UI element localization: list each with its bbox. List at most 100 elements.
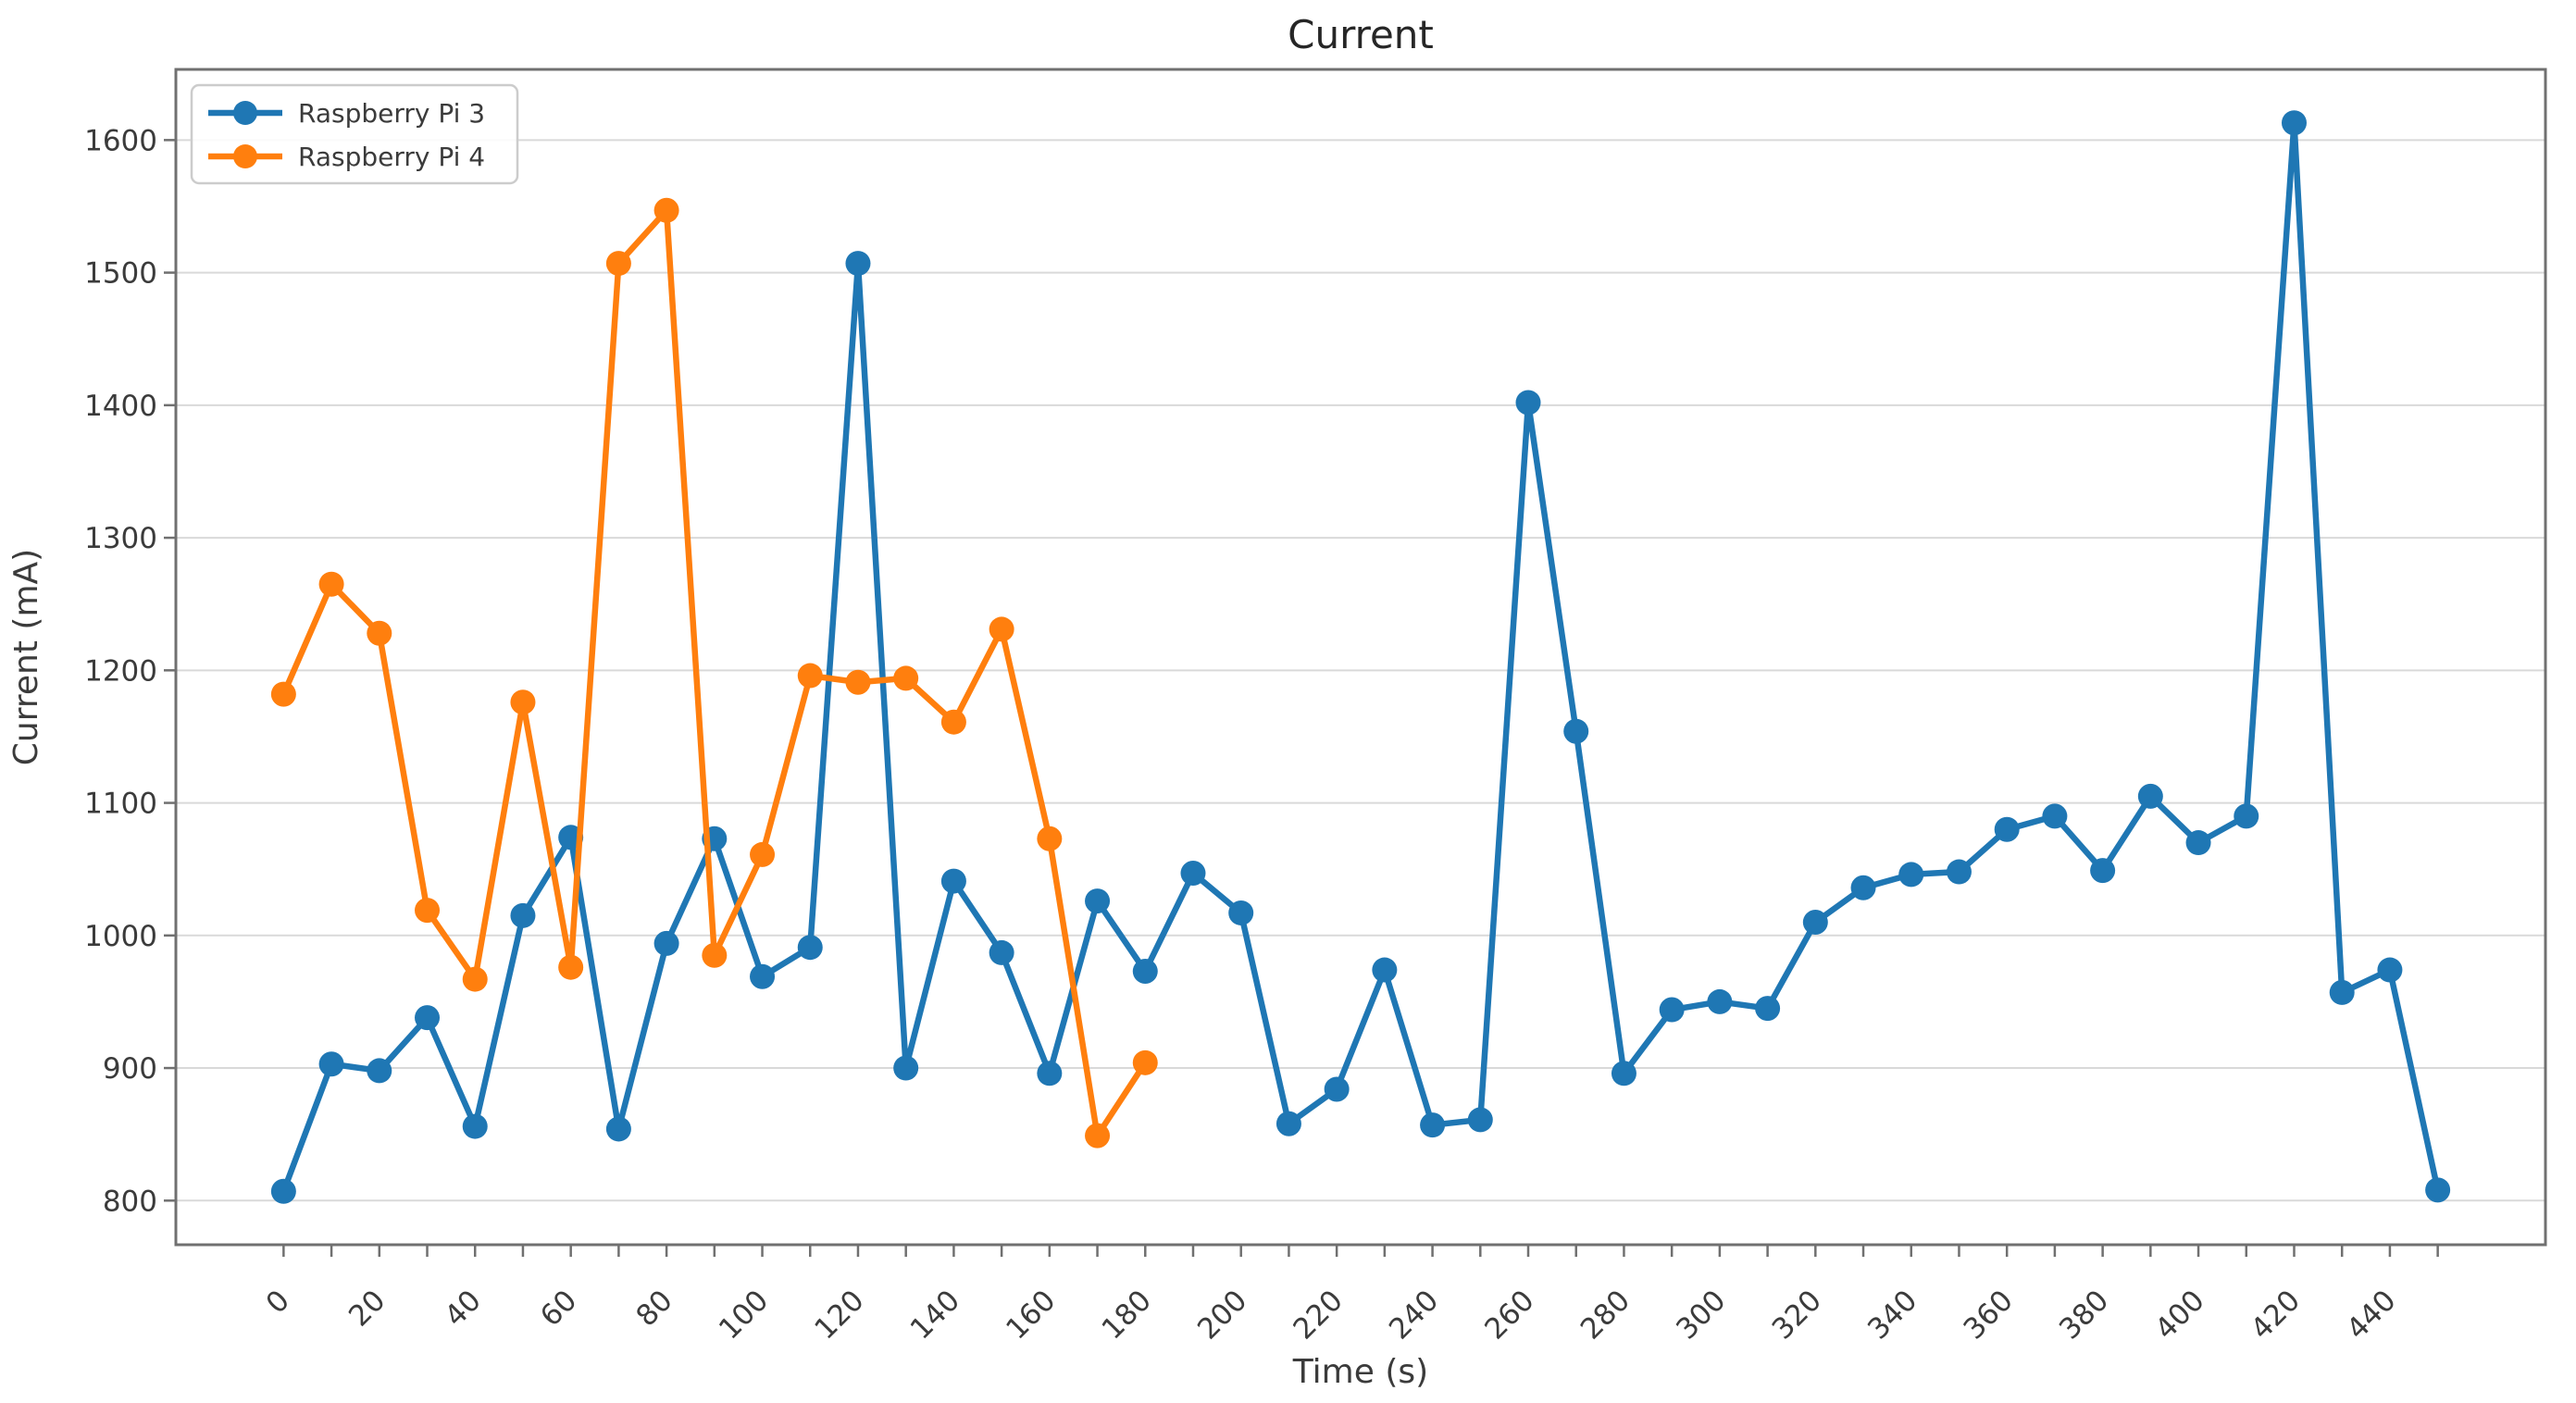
series-marker-2 xyxy=(605,251,631,277)
x-tick-label: 20 xyxy=(342,1284,392,1333)
y-tick-label: 800 xyxy=(103,1185,157,1218)
x-tick-label: 160 xyxy=(1000,1284,1062,1346)
x-tick-label: 120 xyxy=(808,1284,870,1346)
series-marker-1 xyxy=(605,1116,631,1142)
x-tick-label: 400 xyxy=(2148,1284,2210,1346)
x-tick-label: 380 xyxy=(2053,1284,2115,1346)
series-marker-1 xyxy=(797,935,823,961)
series-marker-1 xyxy=(1515,390,1541,416)
y-tick-label: 1000 xyxy=(84,920,157,953)
series-marker-1 xyxy=(1180,860,1206,886)
series-marker-1 xyxy=(510,902,536,928)
y-tick-label: 900 xyxy=(103,1052,157,1086)
x-tick-label: 320 xyxy=(1766,1284,1828,1346)
legend-marker xyxy=(233,144,257,168)
series-marker-2 xyxy=(1037,826,1063,851)
series-marker-1 xyxy=(893,1055,919,1081)
series-marker-1 xyxy=(1085,888,1111,914)
x-tick-label: 40 xyxy=(439,1284,488,1333)
series-marker-1 xyxy=(2185,830,2211,856)
legend-marker xyxy=(233,101,257,125)
x-tick-label: 180 xyxy=(1096,1284,1158,1346)
x-tick-label: 220 xyxy=(1288,1284,1350,1346)
series-marker-1 xyxy=(1707,988,1733,1014)
y-tick-label: 1400 xyxy=(84,390,157,423)
x-tick-label: 280 xyxy=(1574,1284,1636,1346)
legend-label: Raspberry Pi 3 xyxy=(298,98,485,129)
y-tick-label: 1200 xyxy=(84,654,157,688)
series-marker-1 xyxy=(1467,1107,1493,1133)
y-tick-label: 1600 xyxy=(84,124,157,157)
series-marker-2 xyxy=(510,689,536,715)
series-marker-1 xyxy=(845,251,871,277)
chart-generated-layer: 800 900 1000 1100 1200 1300 1400 1500 1600 0 20 40 6… xyxy=(84,68,2547,1346)
series-marker-1 xyxy=(367,1058,392,1084)
x-tick-label: 60 xyxy=(534,1284,583,1333)
series-marker-1 xyxy=(2329,979,2355,1005)
series-marker-1 xyxy=(2425,1177,2451,1203)
series-marker-1 xyxy=(2281,110,2307,136)
series-marker-1 xyxy=(1324,1076,1350,1102)
series-marker-1 xyxy=(2377,957,2403,983)
series-marker-2 xyxy=(940,709,966,735)
series-line-1 xyxy=(280,119,2441,1195)
x-axis-label: Time (s) xyxy=(1292,1353,1428,1391)
series-marker-1 xyxy=(318,1051,344,1077)
series-marker-1 xyxy=(270,1178,296,1204)
plot-frame xyxy=(174,68,2547,1247)
series-marker-1 xyxy=(2090,858,2116,884)
x-tick-label: 440 xyxy=(2340,1284,2402,1346)
x-tick-label: 420 xyxy=(2245,1284,2307,1346)
series-marker-1 xyxy=(1132,958,1158,984)
series-marker-1 xyxy=(1946,859,1972,885)
series-marker-2 xyxy=(1132,1049,1158,1075)
y-axis-label: Current (mA) xyxy=(7,549,45,765)
x-tick-label: 140 xyxy=(904,1284,966,1346)
series-marker-1 xyxy=(1372,957,1398,983)
series-marker-1 xyxy=(2042,803,2068,829)
series-marker-2 xyxy=(270,681,296,707)
x-tick-label: 340 xyxy=(1861,1284,1923,1346)
series-marker-2 xyxy=(702,942,728,968)
x-tick-label: 200 xyxy=(1191,1284,1253,1346)
series-marker-1 xyxy=(1037,1061,1063,1086)
series-marker-2 xyxy=(1085,1123,1111,1148)
series-marker-1 xyxy=(1898,862,1924,888)
y-tick-label: 1500 xyxy=(84,257,157,291)
series-marker-1 xyxy=(462,1113,488,1139)
chart-title: Current xyxy=(1288,12,1434,57)
x-tick-label: 260 xyxy=(1478,1284,1540,1346)
series-marker-1 xyxy=(1228,900,1254,925)
series-marker-2 xyxy=(653,197,679,223)
series-marker-1 xyxy=(2137,783,2163,809)
x-tick-label: 240 xyxy=(1383,1284,1445,1346)
series-marker-1 xyxy=(1420,1112,1446,1138)
x-tick-label: 360 xyxy=(1958,1284,2020,1346)
series-marker-1 xyxy=(1276,1111,1301,1136)
x-tick-label: 80 xyxy=(629,1284,678,1333)
series-marker-1 xyxy=(1755,996,1781,1022)
series-marker-1 xyxy=(2234,803,2259,829)
legend-label: Raspberry Pi 4 xyxy=(298,142,485,172)
series-marker-2 xyxy=(989,616,1014,642)
series-marker-2 xyxy=(750,841,776,867)
series-marker-2 xyxy=(462,966,488,992)
series-marker-2 xyxy=(318,571,344,597)
y-tick-label: 1300 xyxy=(84,522,157,555)
series-marker-1 xyxy=(415,1005,441,1031)
series-marker-1 xyxy=(1563,718,1589,744)
series-marker-2 xyxy=(893,665,919,691)
series-marker-1 xyxy=(940,868,966,894)
series-marker-1 xyxy=(1850,875,1876,900)
series-marker-1 xyxy=(653,930,679,956)
series-marker-1 xyxy=(1611,1061,1636,1086)
x-tick-label: 300 xyxy=(1670,1284,1732,1346)
series-marker-1 xyxy=(989,939,1014,965)
series-marker-2 xyxy=(367,620,392,646)
series-marker-1 xyxy=(1659,997,1685,1023)
series-marker-1 xyxy=(1802,909,1828,935)
x-tick-label: 0 xyxy=(260,1284,296,1320)
series-marker-2 xyxy=(797,663,823,689)
